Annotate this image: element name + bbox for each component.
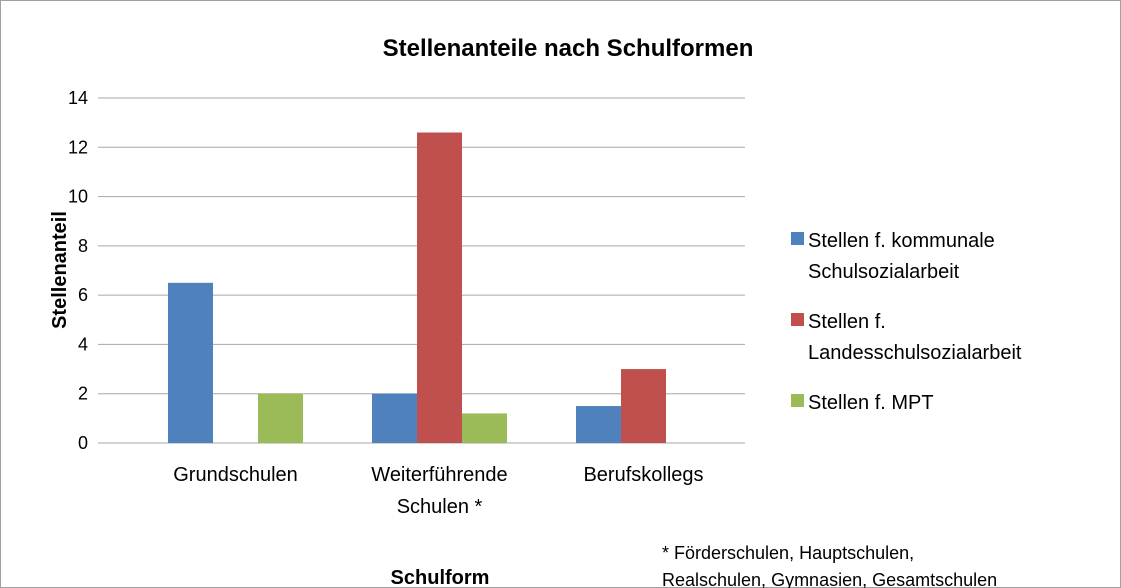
bar — [417, 132, 462, 443]
y-tick-label: 2 — [78, 384, 88, 404]
footnote: * Förderschulen, Hauptschulen, Realschule… — [662, 543, 997, 588]
bar — [372, 393, 417, 443]
x-tick-label: Weiterführende Schulen * — [371, 464, 507, 518]
legend-label: Stellen f. Landesschulsozialarbeit — [808, 311, 1022, 364]
bar — [258, 393, 303, 443]
y-tick-label: 8 — [78, 236, 88, 256]
chart-title: Stellenanteile nach Schulformen — [383, 35, 754, 62]
x-tick-label: Grundschulen — [173, 464, 298, 486]
bar — [621, 369, 666, 443]
y-tick-label: 0 — [78, 433, 88, 453]
bar — [576, 406, 621, 443]
legend-label: Stellen f. kommunale Schulsozialarbeit — [808, 230, 995, 283]
y-tick-label: 14 — [68, 88, 88, 108]
x-tick-label: Berufskollegs — [583, 464, 703, 486]
legend-swatch — [791, 394, 804, 407]
y-axis-title: Stellenanteil — [49, 211, 71, 329]
bar — [462, 413, 507, 443]
bar — [168, 282, 213, 443]
y-tick-label: 12 — [68, 137, 88, 157]
x-axis-title: Schulform — [391, 567, 490, 588]
y-tick-label: 6 — [78, 285, 88, 305]
legend-label: Stellen f. MPT — [808, 392, 934, 414]
y-tick-label: 10 — [68, 187, 88, 207]
legend-swatch — [791, 313, 804, 326]
legend-swatch — [791, 232, 804, 245]
y-tick-label: 4 — [78, 334, 88, 354]
